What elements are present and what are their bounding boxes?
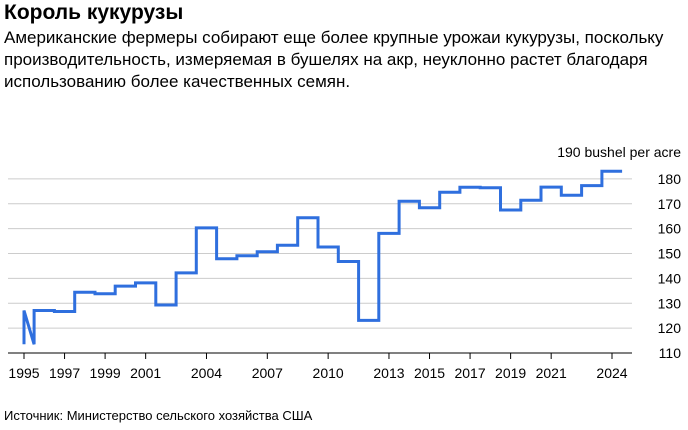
y-tick-label: 120 [658,320,682,336]
y-tick-label: 160 [658,221,682,237]
series-line [22,169,623,345]
x-tick-label: 1999 [90,365,121,381]
x-tick-label: 2017 [454,365,485,381]
y-axis-labels: 110 120 130 140 150 160 170 180 [658,171,682,361]
x-tick-label: 2007 [252,365,283,381]
y-tick-label: 180 [658,171,682,187]
x-tick-label: 2001 [130,365,161,381]
chart-title: Король кукурузы [4,1,184,24]
y-tick-label: 150 [658,246,682,262]
y-unit-label: 190 bushel per acre [557,144,681,160]
y-tick-label: 170 [658,196,682,212]
x-tick-label: 2010 [313,365,344,381]
x-tick-label: 2019 [495,365,526,381]
x-tick-label: 1995 [8,365,39,381]
x-tick-label: 1997 [49,365,80,381]
x-tick-label: 2015 [414,365,445,381]
x-tick-label: 2024 [596,365,627,381]
y-tick-label: 140 [658,270,682,286]
x-tick-label: 2004 [191,365,222,381]
y-tick-label: 110 [659,345,682,361]
gridlines [8,178,632,329]
series [22,169,623,345]
x-axis: 1995 1997 1999 2001 2004 2007 2010 2013 2015 2017… [8,352,632,381]
x-tick-label: 2021 [536,365,567,381]
x-tick-label: 2013 [373,365,404,381]
chart-subtitle: Американские фермеры собирают еще более … [4,28,664,91]
source-note: Источник: Министерство сельского хозяйст… [4,408,313,423]
y-tick-label: 130 [658,295,682,311]
